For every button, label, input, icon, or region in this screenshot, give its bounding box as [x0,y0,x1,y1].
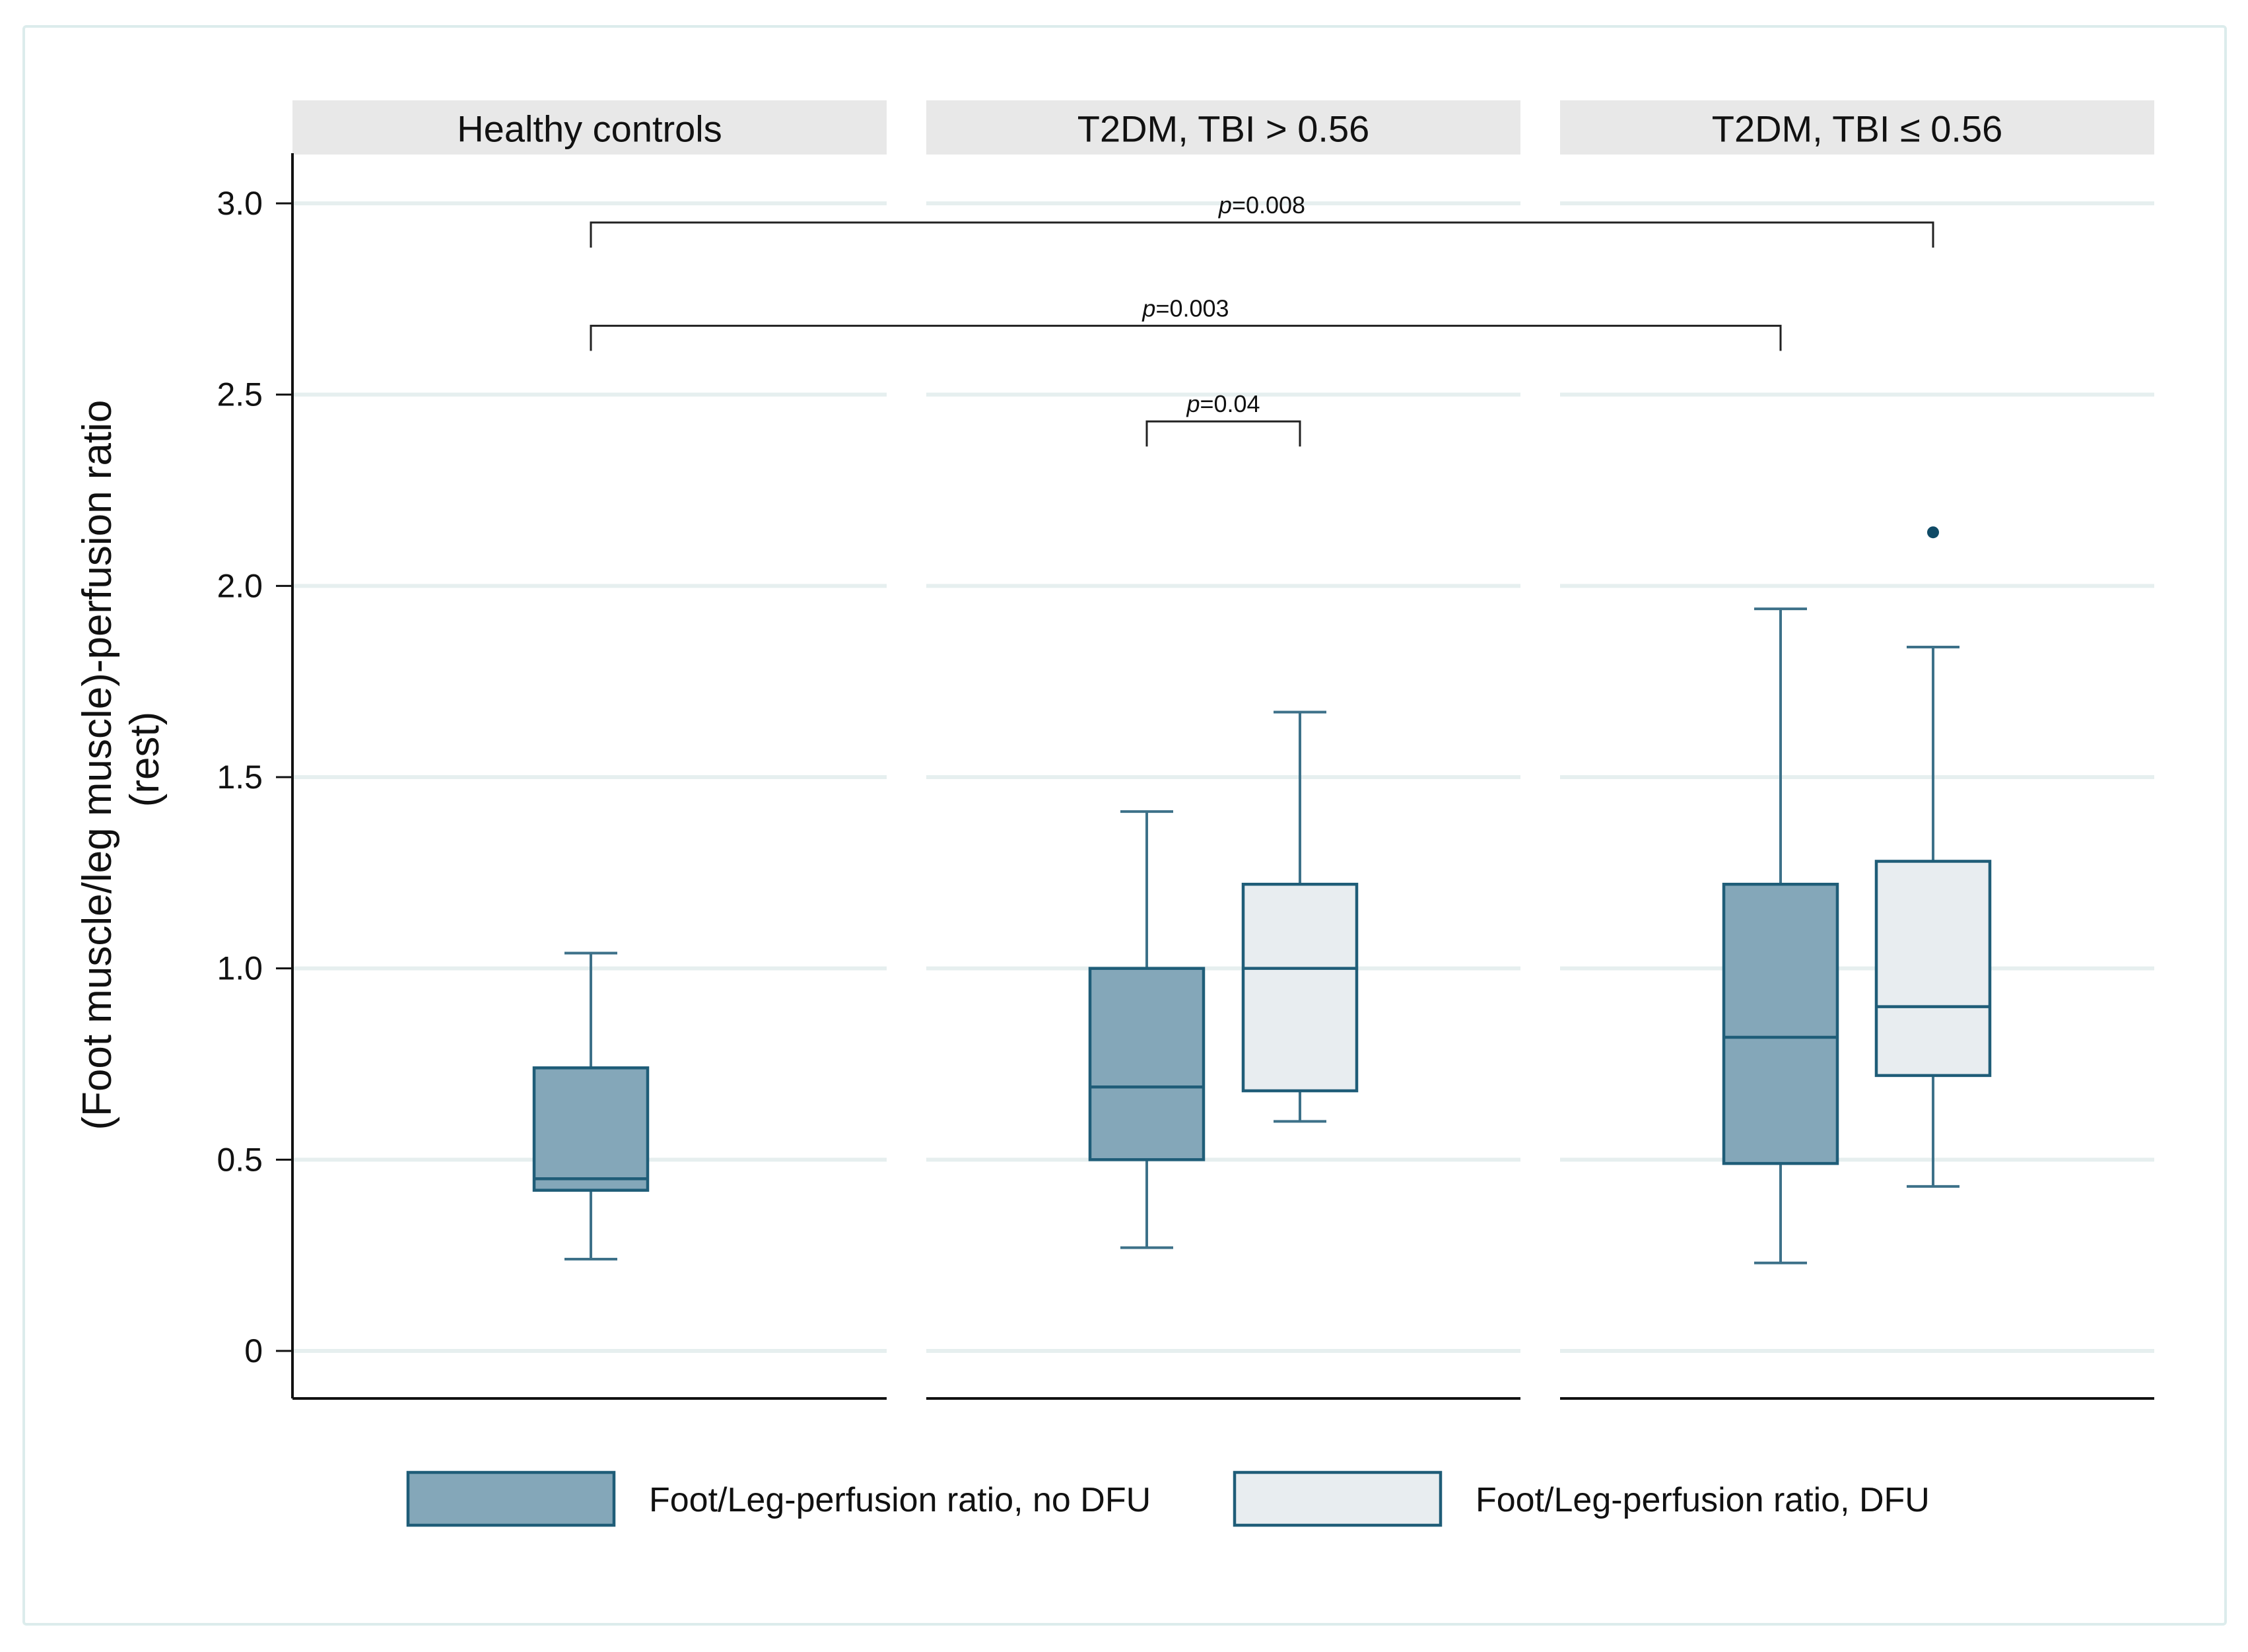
box-plot [1722,607,1839,1264]
box-plot [1874,526,1992,1188]
box-iqr [1088,967,1206,1161]
y-tick-label: 3.0 [217,185,263,222]
legend-swatch [1233,1470,1443,1527]
p-value-label: p=0.003 [1141,294,1229,322]
legend-label: Foot/Leg-perfusion ratio, DFU [1476,1481,1930,1519]
panel-strip [292,100,887,155]
p-value: =0.003 [1155,294,1229,322]
y-tick-label: 2.5 [217,376,263,413]
grid-lines [292,201,2154,1353]
axes: 0 0.5 1.0 1.5 2.0 2.5 3.0 [217,153,2154,1400]
panel-strip-label: T2DM, TBI ≤ 0.56 [1712,108,2003,150]
panel-strip [926,100,1520,155]
significance-bracket: p=0.008 [590,191,1934,248]
legend-label: Foot/Leg-perfusion ratio, no DFU [649,1481,1151,1519]
p-value-label: p=0.008 [1218,191,1305,219]
y-tick-label: 0 [244,1332,263,1369]
significance-bracket: p=0.003 [590,294,1782,351]
p-symbol: p [1218,191,1232,219]
y-tick-label: 0.5 [217,1141,263,1178]
box-iqr [1241,882,1359,1093]
box-plot [1088,810,1206,1249]
y-tick-label: 1.5 [217,759,263,796]
p-symbol: p [1186,390,1200,417]
box-iqr [1874,860,1992,1078]
outlier-point [1927,526,1939,539]
legend-item: Foot/Leg-perfusion ratio, no DFU [406,1470,1151,1527]
panel-strip-label: Healthy controls [457,108,722,150]
bracket-line [1145,420,1301,447]
legend-swatch [406,1470,616,1527]
y-axis-label: (Foot muscle/leg muscle)-perfusion ratio… [75,388,168,1130]
box-plot [532,951,650,1260]
y-axis-label-line1: (Foot muscle/leg muscle)-perfusion ratio [75,400,120,1130]
p-value: =0.04 [1200,390,1260,417]
bracket-line [590,221,1934,248]
p-value: =0.008 [1232,191,1305,219]
significance-bracket: p=0.04 [1145,390,1301,447]
box-iqr [532,1066,650,1192]
legend: Foot/Leg-perfusion ratio, no DFU Foot/Leg… [406,1470,1930,1527]
y-axis-label-line2: (rest) [122,712,168,808]
panel-strip-label: T2DM, TBI > 0.56 [1077,108,1369,150]
y-tick-label: 1.0 [217,950,263,987]
box-iqr [1722,882,1839,1165]
legend-item: Foot/Leg-perfusion ratio, DFU [1233,1470,1930,1527]
box-plot [1241,710,1359,1123]
bracket-line [590,324,1782,351]
y-tick-label: 2.0 [217,567,263,604]
box-plots [532,526,1992,1264]
panel-strips: Healthy controls T2DM, TBI > 0.56 T2DM, TB… [292,100,2154,155]
panel-strip [1560,100,2154,155]
p-value-label: p=0.04 [1186,390,1260,417]
p-symbol: p [1141,294,1155,322]
chart-frame [22,25,2227,1626]
